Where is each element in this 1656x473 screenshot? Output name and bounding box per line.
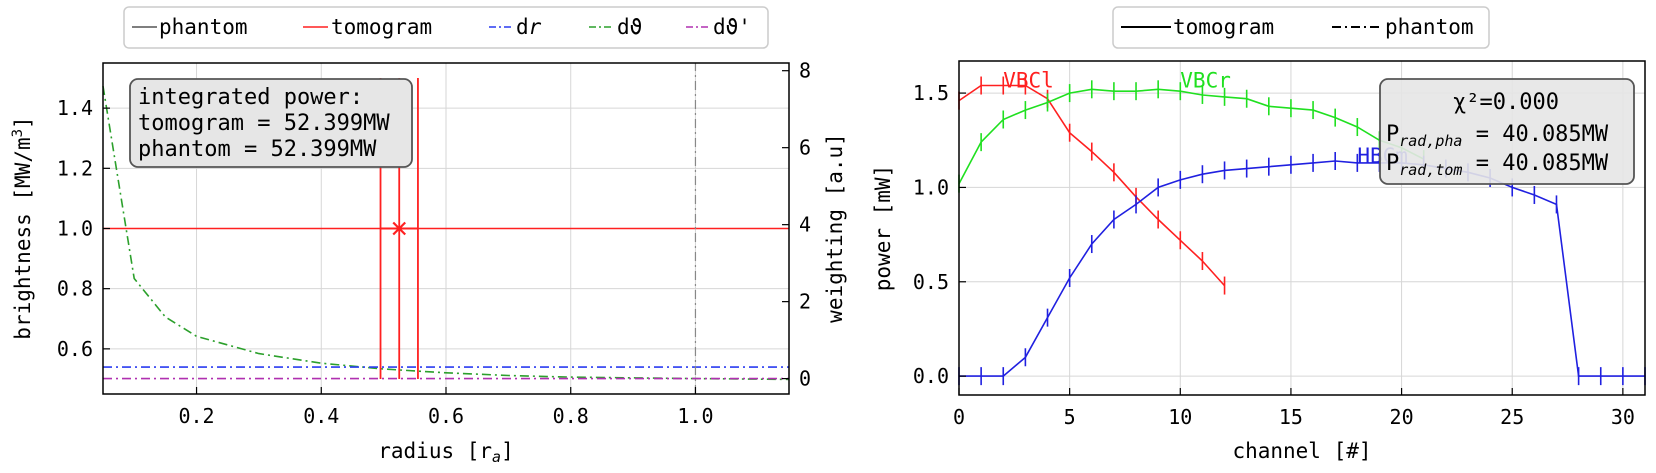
right-y-tick-label: 0.0 [913,364,949,388]
right-axes-frame [958,60,1646,396]
right-x-tick-label: 15 [1279,405,1303,429]
right-y-tick-label: 6 [799,136,811,160]
left-x-tick-label: 0.2 [178,404,214,428]
right-y-tick-label: 2 [799,290,811,314]
left-ticks: 0.2 0.4 0.6 0.8 1.0 0.6 0.8 1.0 1.2 1.4 0 2 4 6 8 [57,59,811,428]
right-y-tick-label: 8 [799,59,811,83]
right-x-tick-label: 30 [1611,405,1635,429]
right-plot-y-axis-label: power [mW] [871,165,895,291]
left-x-axis-label: radius [ra] [378,439,513,466]
series-vbcl-line [958,84,1226,287]
integrated-power-phantom: phantom = 52.399MW [138,137,377,162]
right-y-axis-label: weighting [a.u] [823,133,847,323]
legend-right-tomogram: tomogram [1173,15,1274,39]
chi-square-box: χ²=0.000 Prad,pha = 40.085MW Prad,tom = … [1379,78,1635,185]
left-x-tick-label: 0.6 [428,404,464,428]
right-y-tick-label: 0.5 [913,270,949,294]
integrated-power-tomogram: tomogram = 52.399MW [138,111,390,136]
right-x-tick-label: 25 [1500,405,1524,429]
left-plot: 0.2 0.4 0.6 0.8 1.0 0.6 0.8 1.0 1.2 1.4 0 2 4 6 8 inte… [10,6,847,466]
series-d-line [102,85,790,381]
series-vbcl-label: VBCl [1003,68,1054,92]
legend-tomogram: tomogram [331,15,432,39]
right-ticks: 0 5 10 15 20 25 30 0.0 0.5 1.0 1.5 [913,81,1635,429]
left-x-tick-label: 0.4 [303,404,339,428]
left-x-tick-label: 1.0 [677,404,713,428]
integrated-power-box: integrated power: tomogram = 52.399MW ph… [129,78,413,168]
right-x-tick-label: 0 [953,405,965,429]
legend-dtheta-prime: dϑ' [713,15,751,39]
right-y-tick-label: 1.0 [913,175,949,199]
chi-square-value: χ²=0.000 [1453,90,1559,115]
right-y-tick-label: 1.5 [913,81,949,105]
legend-right-phantom: phantom [1385,15,1474,39]
series-vbcr-line [958,88,1425,185]
legend-dtheta: dϑ [617,15,642,39]
left-data [102,63,790,394]
integrated-power-title: integrated power: [138,85,363,110]
left-y-axis-label: brightness [MW/m3] [10,116,35,339]
left-legend: phantom tomogram dr dϑ dϑ' [123,6,769,49]
right-x-tick-label: 20 [1390,405,1414,429]
legend-dr: dr [516,15,542,39]
left-y-tick-label: 0.6 [57,337,93,361]
right-x-axis-label: channel [#] [1232,439,1371,463]
left-x-tick-label: 0.8 [553,404,589,428]
left-y-tick-label: 1.0 [57,217,93,241]
right-x-tick-label: 10 [1168,405,1192,429]
right-grid [958,61,1645,395]
left-y-tick-label: 1.4 [57,96,93,120]
left-y-tick-label: 1.2 [57,156,93,180]
legend-phantom: phantom [159,15,248,39]
left-y-tick-label: 0.8 [57,277,93,301]
right-legend: tomogram phantom [1112,6,1490,49]
series-hbcm-line [959,160,1645,377]
series-vbcr-label: VBCr [1180,68,1231,92]
right-y-tick-label: 4 [799,213,811,237]
right-y-tick-label: 0 [799,367,811,391]
right-x-tick-label: 5 [1064,405,1076,429]
